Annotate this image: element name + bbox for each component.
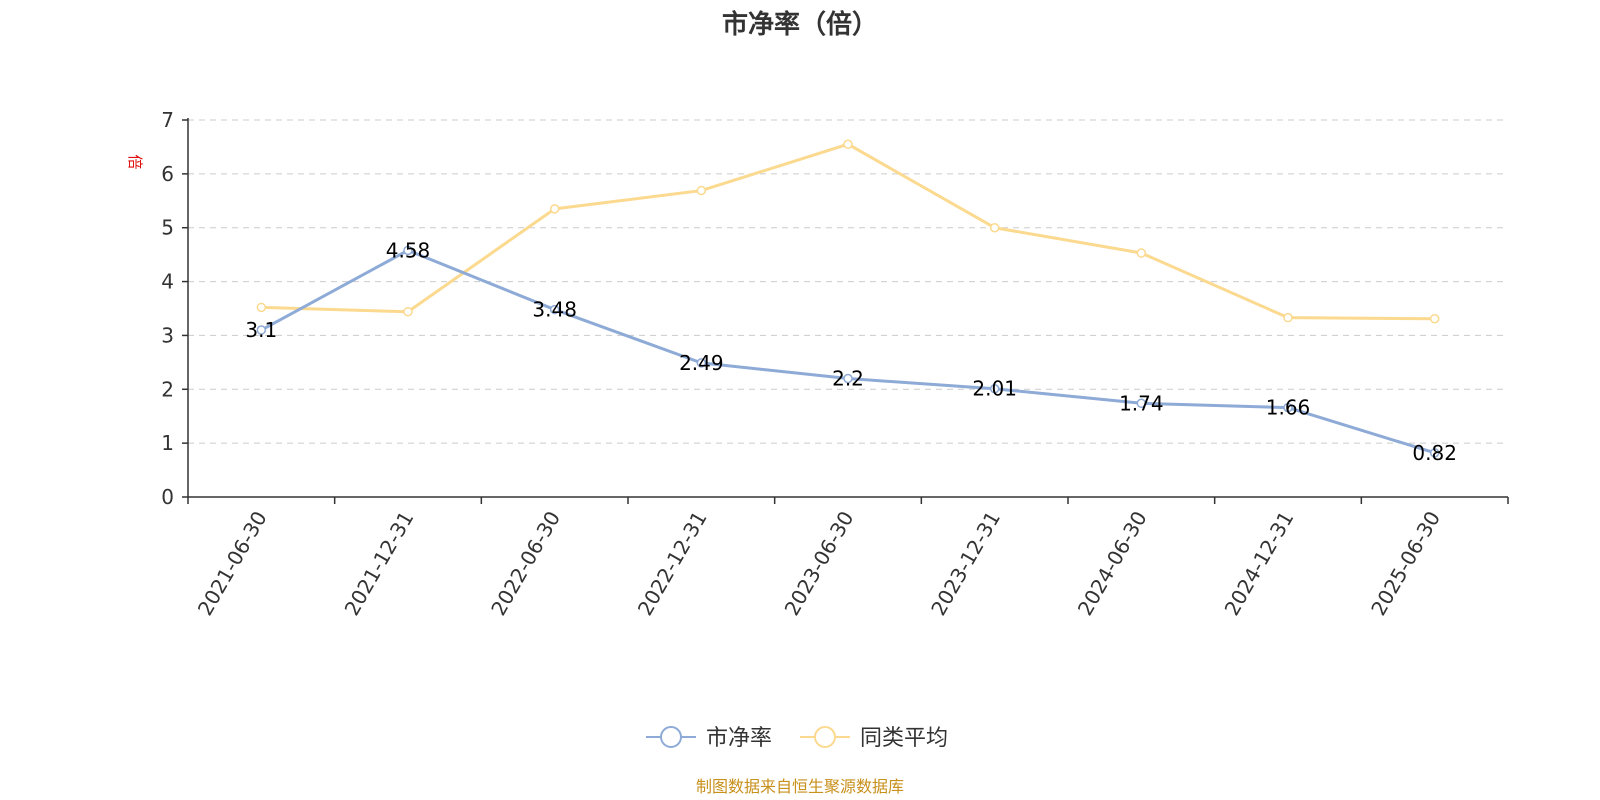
grid-lines bbox=[188, 119, 1508, 444]
data-point[interactable] bbox=[256, 302, 267, 313]
y-tick-label: 0 bbox=[161, 485, 174, 509]
y-tick-label: 1 bbox=[161, 431, 174, 455]
data-label: 2.01 bbox=[972, 377, 1017, 401]
axes: 0 1 2 3 4 5 6 7 2021-06-30 2021-12-31 2022-06-30 20… bbox=[161, 108, 1509, 620]
y-tick-label: 2 bbox=[161, 377, 174, 401]
data-point[interactable] bbox=[403, 306, 413, 317]
data-point[interactable] bbox=[403, 245, 413, 256]
x-tick-label: 2024-06-30 bbox=[1073, 507, 1152, 620]
data-label: 3.48 bbox=[532, 298, 577, 322]
y-tick-label: 7 bbox=[161, 108, 174, 132]
series-line-0 bbox=[260, 248, 1436, 455]
data-point[interactable] bbox=[549, 204, 560, 214]
data-point[interactable] bbox=[1136, 248, 1147, 258]
data-label: 2.2 bbox=[832, 367, 864, 391]
data-point[interactable] bbox=[989, 222, 1000, 233]
data-point[interactable] bbox=[1136, 398, 1147, 409]
legend[interactable]: 市净率 同类平均 bbox=[646, 726, 948, 751]
y-tick-label: 5 bbox=[161, 216, 174, 240]
x-tick-label: 2025-06-30 bbox=[1366, 507, 1445, 620]
data-point[interactable] bbox=[1283, 312, 1293, 323]
data-label: 3.1 bbox=[245, 318, 277, 342]
data-label: 1.74 bbox=[1119, 391, 1164, 415]
data-point[interactable] bbox=[989, 383, 1000, 394]
data-point[interactable] bbox=[843, 373, 853, 384]
data-point[interactable] bbox=[1429, 448, 1440, 458]
data-label: 0.82 bbox=[1412, 441, 1457, 465]
series-layer bbox=[256, 139, 1440, 458]
source-note: 制图数据来自恒生聚源数据库 bbox=[696, 777, 904, 796]
x-tick-label: 2022-06-30 bbox=[486, 507, 565, 620]
data-label: 2.49 bbox=[679, 351, 724, 375]
data-point[interactable] bbox=[1283, 402, 1293, 413]
data-labels: 3.1 4.58 3.48 2.49 2.2 2.01 1.74 1.66 0.82 bbox=[245, 238, 1457, 465]
x-tick-label: 2022-12-31 bbox=[633, 507, 712, 620]
legend-label-0[interactable]: 市净率 bbox=[706, 726, 772, 751]
x-tick-label: 2024-12-31 bbox=[1219, 507, 1298, 620]
data-point[interactable] bbox=[1429, 313, 1440, 324]
x-tick-label: 2023-06-30 bbox=[779, 507, 858, 620]
x-tick-label: 2023-12-31 bbox=[926, 507, 1005, 620]
x-tick-label: 2021-12-31 bbox=[339, 507, 418, 620]
data-label: 1.66 bbox=[1266, 396, 1311, 420]
legend-label-1[interactable]: 同类平均 bbox=[860, 726, 948, 751]
series-line-1 bbox=[261, 142, 1435, 321]
legend-marker-0[interactable] bbox=[660, 726, 682, 748]
data-point[interactable] bbox=[549, 304, 560, 315]
data-point[interactable] bbox=[843, 139, 853, 149]
y-axis-label: 倍 bbox=[126, 154, 144, 169]
data-label: 4.58 bbox=[386, 238, 431, 262]
x-tick-label: 2021-06-30 bbox=[193, 507, 272, 620]
data-point[interactable] bbox=[696, 358, 707, 368]
legend-marker-1[interactable] bbox=[814, 726, 836, 748]
data-point[interactable] bbox=[256, 325, 267, 335]
y-tick-label: 3 bbox=[161, 323, 174, 347]
y-tick-label: 6 bbox=[161, 162, 174, 186]
y-tick-label: 4 bbox=[161, 270, 174, 294]
data-point[interactable] bbox=[696, 185, 707, 196]
chart-title: 市净率（倍） bbox=[722, 9, 878, 40]
